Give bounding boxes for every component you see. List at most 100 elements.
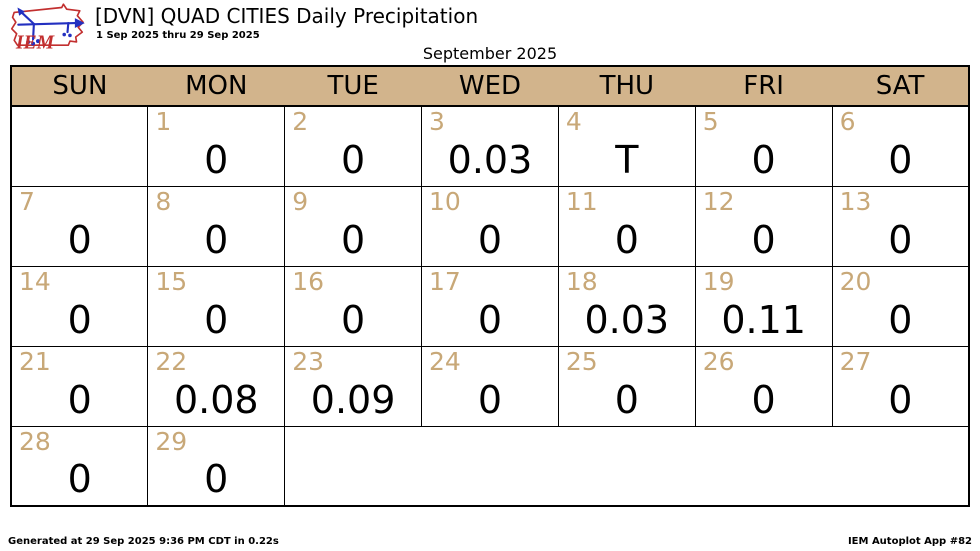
precip-value: 0 (477, 377, 503, 422)
precip-value: 0 (67, 377, 92, 422)
calendar-cell: 5 0 (694, 105, 833, 187)
iem-logo-text: IEM (15, 31, 56, 53)
calendar-cell: 9 0 (284, 185, 423, 267)
day-number: 13 (839, 186, 872, 216)
precip-calendar: SUN MON TUE WED THU FRI SAT 1 0 2 0 3 0.… (10, 65, 970, 507)
calendar-cell: 4 T (557, 105, 696, 187)
calendar-cell: 23 0.09 (284, 345, 423, 427)
precip-value: 0.09 (310, 377, 396, 422)
generated-timestamp: Generated at 29 Sep 2025 9:36 PM CDT in … (8, 536, 279, 547)
month-title: September 2025 (422, 44, 558, 63)
day-number: 17 (429, 266, 461, 296)
precip-value: 0 (888, 297, 913, 342)
weekday-header-wed: WED (421, 65, 559, 107)
app-credit: IEM Autoplot App #82 (847, 536, 972, 547)
weather-vane-icon (17, 7, 85, 46)
precip-value: 0 (751, 137, 776, 182)
calendar-cell: 22 0.08 (147, 345, 286, 427)
precip-value: 0.08 (173, 377, 259, 422)
day-number: 24 (429, 346, 461, 376)
day-number: 27 (839, 346, 872, 376)
calendar-cell: 24 0 (421, 345, 559, 427)
calendar-cell: 21 0 (10, 345, 149, 427)
weekday-header-mon: MON (147, 65, 285, 107)
calendar-cell: 29 0 (147, 425, 286, 507)
day-number: 7 (19, 186, 35, 216)
weekday-header-thu: THU (558, 65, 696, 107)
calendar-cell: 14 0 (10, 265, 149, 347)
week-row-1: 1 0 2 0 3 0.03 4 T 5 0 6 0 (11, 105, 970, 187)
calendar-cell-blank (285, 426, 969, 506)
precip-value: 0.03 (447, 137, 533, 182)
calendar-cell: 25 0 (557, 345, 696, 427)
calendar-cell-blank (11, 106, 148, 186)
weekday-header-sat: SAT (832, 65, 969, 107)
precip-value: 0 (341, 297, 366, 342)
day-number: 14 (19, 266, 51, 296)
calendar-cell: 15 0 (147, 265, 286, 347)
day-number: 29 (155, 426, 188, 456)
precip-value: 0 (614, 377, 639, 422)
day-number: 1 (155, 107, 172, 136)
weekday-header-sun: SUN (11, 65, 148, 107)
calendar-cell: 18 0.03 (557, 265, 696, 347)
weekday-header-fri: FRI (695, 65, 833, 107)
calendar-cell: 11 0 (557, 185, 696, 267)
day-number: 18 (565, 266, 598, 296)
day-number: 6 (839, 107, 856, 136)
calendar-cell: 3 0.03 (421, 105, 559, 187)
day-number: 25 (565, 346, 598, 376)
calendar-cell: 28 0 (10, 425, 149, 507)
day-number: 22 (155, 346, 188, 376)
precip-value: 0 (341, 217, 366, 262)
calendar-cell: 16 0 (284, 265, 423, 347)
precip-value: 0 (204, 137, 229, 182)
calendar-cell: 26 0 (694, 345, 833, 427)
iowa-outline-icon: IEM (10, 3, 85, 54)
precip-value: 0 (204, 217, 229, 262)
day-number: 19 (702, 266, 735, 296)
calendar-cell: 8 0 (147, 185, 286, 267)
calendar-cell: 10 0 (421, 185, 559, 267)
calendar-cell: 1 0 (147, 105, 286, 187)
day-number: 5 (702, 107, 719, 136)
calendar-cell: 2 0 (284, 105, 423, 187)
precip-value: 0 (477, 297, 503, 342)
precip-value: 0 (888, 217, 913, 262)
day-number: 21 (19, 346, 51, 376)
calendar-cell: 7 0 (10, 185, 149, 267)
day-number: 28 (19, 426, 51, 456)
day-number: 8 (155, 186, 172, 216)
day-number: 15 (155, 266, 188, 296)
page-title: [DVN] QUAD CITIES Daily Precipitation (95, 4, 479, 28)
precip-value: 0 (751, 217, 776, 262)
calendar-cell: 19 0.11 (694, 265, 833, 347)
precip-value: 0 (67, 297, 92, 342)
day-number: 9 (292, 186, 309, 216)
day-number: 2 (292, 107, 309, 136)
calendar-cell: 27 0 (831, 345, 970, 427)
day-number: 10 (429, 186, 461, 216)
precip-value: 0 (341, 137, 366, 182)
day-number: 12 (702, 186, 735, 216)
calendar-cell: 6 0 (831, 105, 970, 187)
day-number: 20 (839, 266, 872, 296)
weekday-header-row: SUN MON TUE WED THU FRI SAT (11, 65, 969, 107)
week-row-2: 7 0 8 0 9 0 10 0 11 0 12 0 (10, 185, 970, 267)
day-number: 11 (565, 186, 598, 216)
calendar-cell: 20 0 (831, 265, 970, 347)
precip-value: 0.11 (721, 297, 806, 342)
precip-value: 0.03 (584, 297, 670, 342)
iem-logo: IEM (6, 2, 88, 54)
day-number: 26 (702, 346, 735, 376)
day-number: 23 (292, 346, 324, 376)
precip-value: 0 (204, 457, 229, 501)
calendar-cell: 12 0 (694, 185, 833, 267)
precip-value: 0 (751, 377, 776, 422)
week-row-3: 14 0 15 0 16 0 17 0 18 0.03 19 0.11 (10, 265, 970, 347)
day-number: 3 (429, 107, 445, 136)
week-row-4: 21 0 22 0.08 23 0.09 24 0 25 0 26 0 (10, 345, 970, 427)
precip-value: 0 (67, 457, 92, 501)
precip-value: 0 (67, 217, 92, 262)
precip-value: 0 (888, 377, 913, 422)
